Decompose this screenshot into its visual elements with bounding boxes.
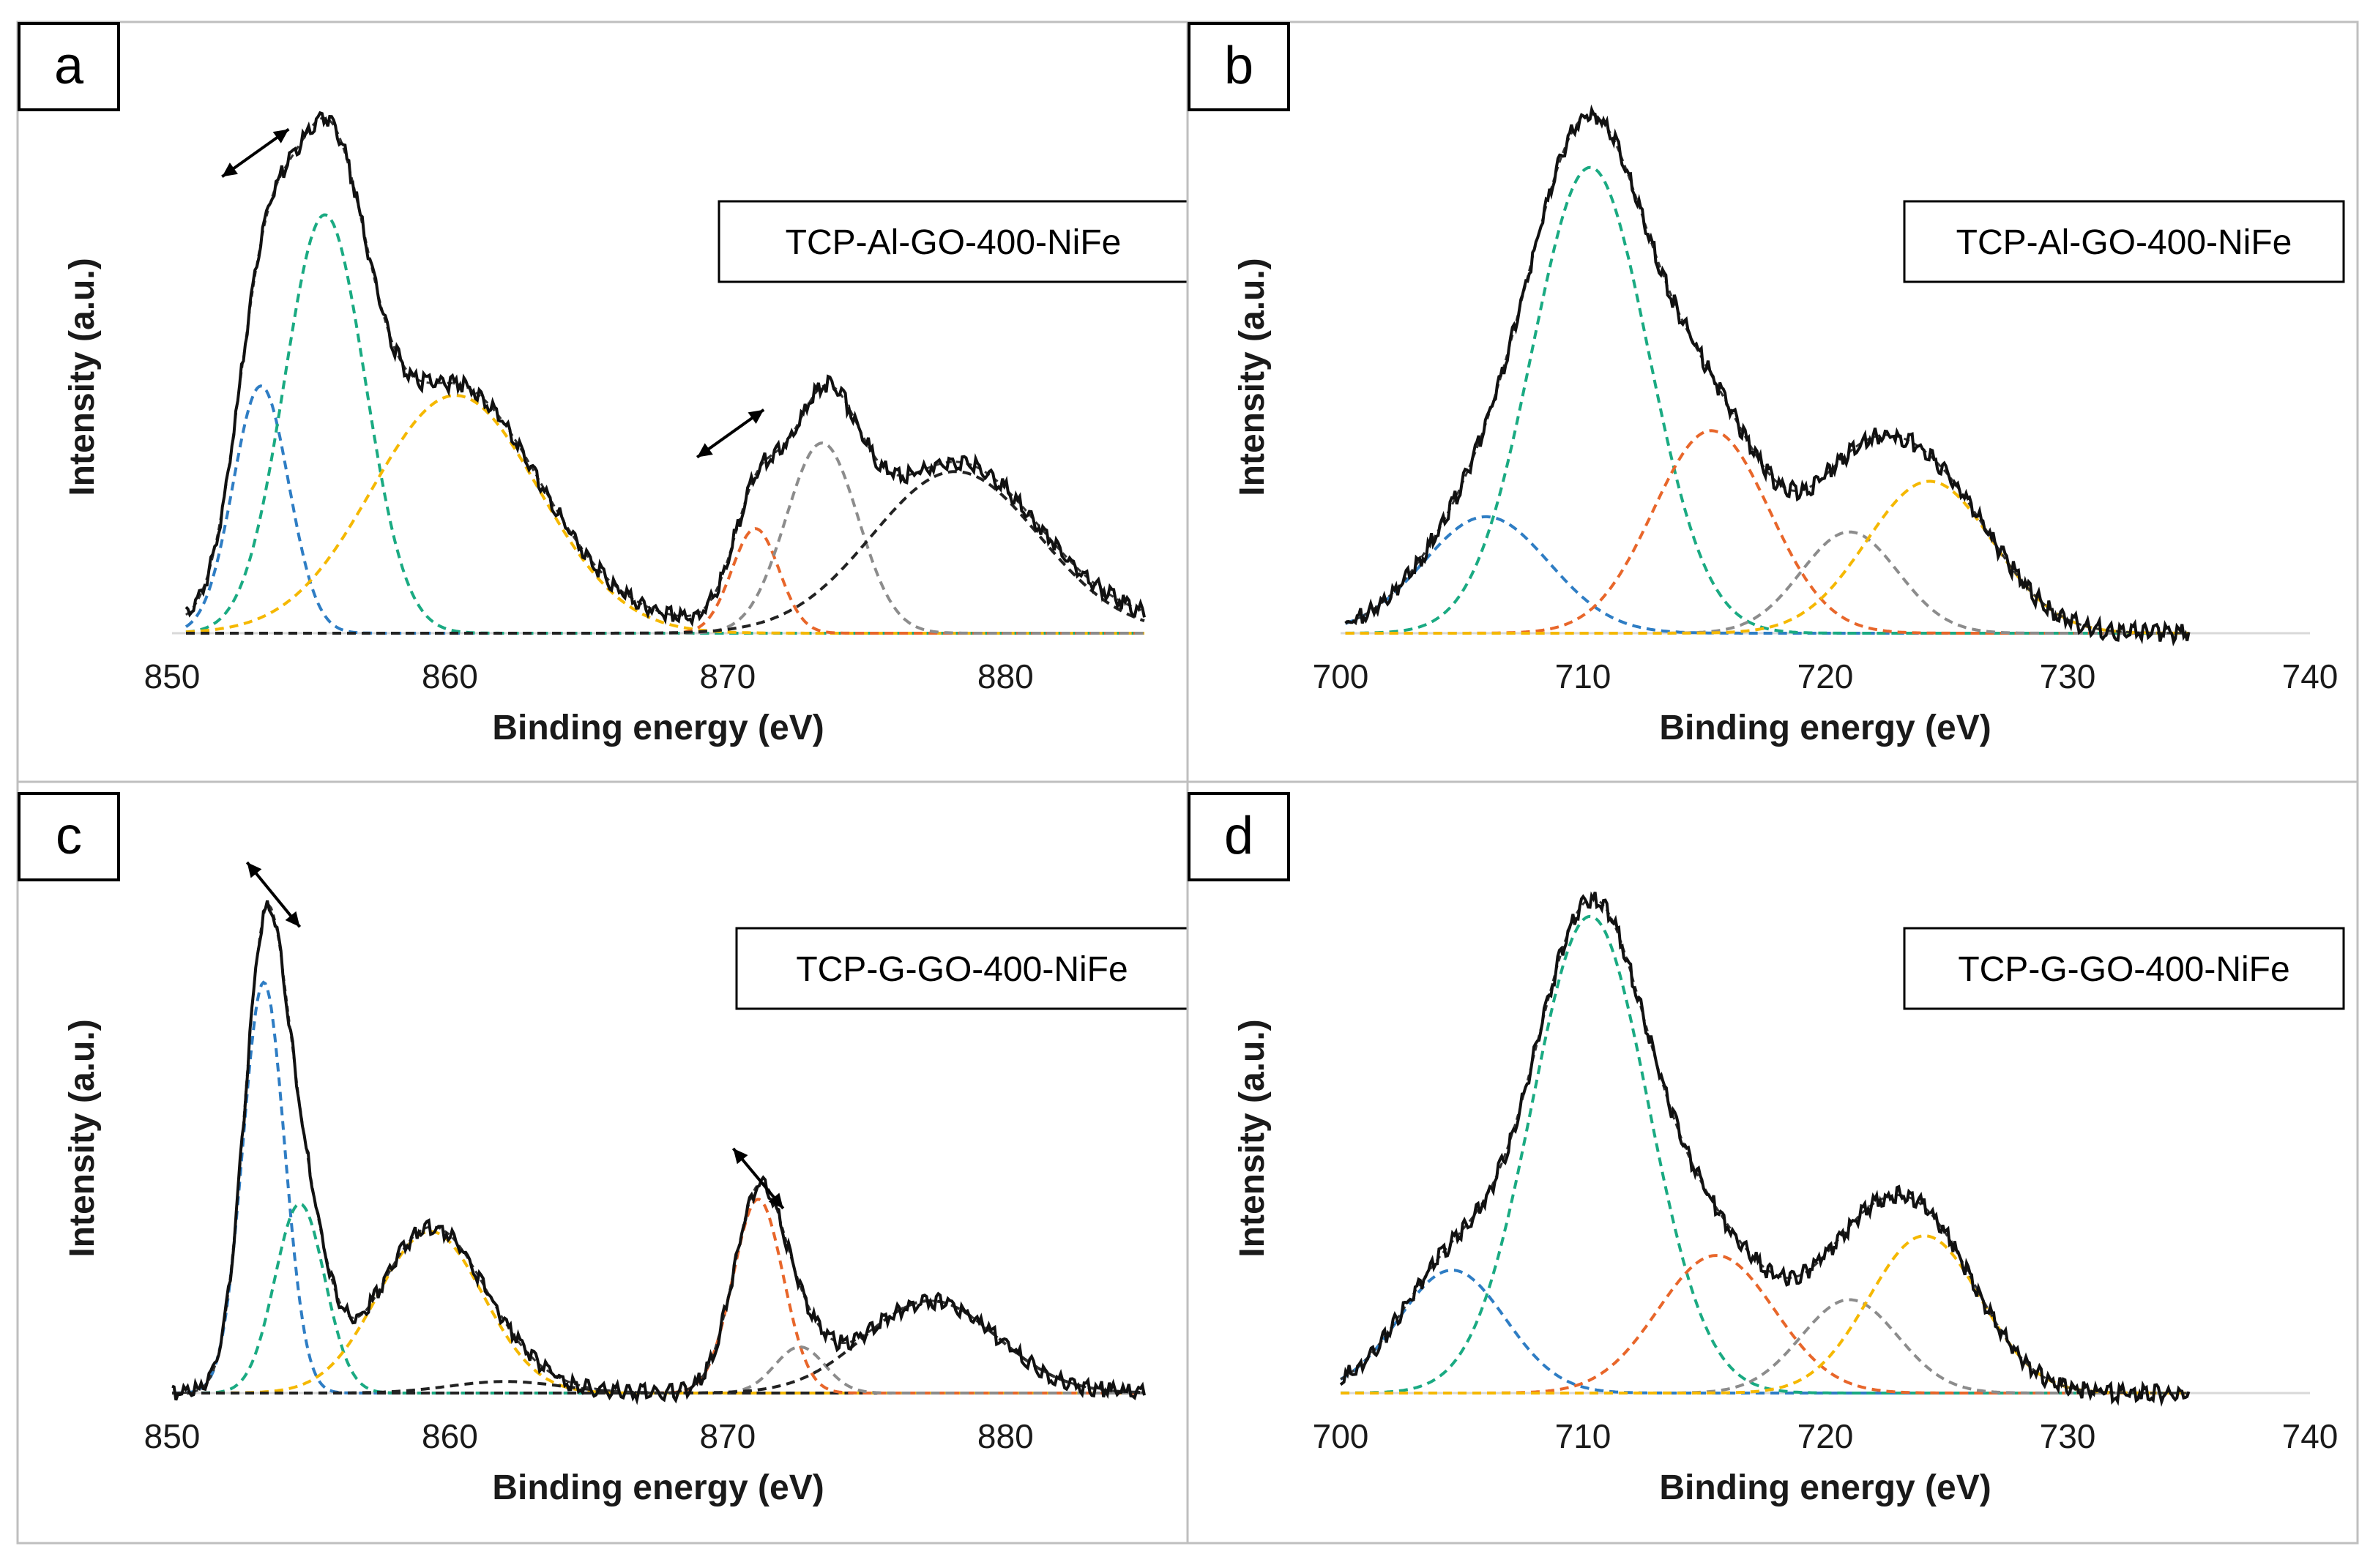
- panel-c-letter: c: [56, 807, 82, 865]
- panel-c-measured-spectrum: [171, 900, 1146, 1405]
- panel-a-x-tick-850: 850: [144, 657, 201, 695]
- panel-d-plot: 700 710 720 730 740: [1313, 891, 2339, 1455]
- panel-d-x-tick-740: 740: [2282, 1417, 2339, 1455]
- panel-b-plot: 700 710 720 730 740: [1313, 104, 2339, 695]
- panel-b-sample-label: TCP-Al-GO-400-NiFe: [1956, 223, 2292, 262]
- panel-c-sample-label-box: TCP-G-GO-400-NiFe: [735, 927, 1189, 1010]
- panel-a-sample-label-box: TCP-Al-GO-400-NiFe: [718, 200, 1189, 283]
- panel-b-letter: b: [1224, 37, 1253, 95]
- panel-b-sample-label-box: TCP-Al-GO-400-NiFe: [1903, 200, 2345, 283]
- panel-d: 700 710 720 730 740 d TCP-G-GO-400-NiFe Bind…: [1186, 780, 2359, 1545]
- panel-d-peak-blue: [1340, 1269, 2189, 1395]
- panel-d-x-tick-700: 700: [1313, 1417, 1369, 1455]
- panel-d-sample-label: TCP-G-GO-400-NiFe: [1958, 950, 2289, 989]
- panel-a-arrow-0-head-start: [222, 163, 238, 177]
- panel-c-sample-label: TCP-G-GO-400-NiFe: [796, 950, 1128, 989]
- panel-c-plot: 850 860 870 880: [144, 861, 1146, 1455]
- panel-a-y-axis-title: Intensity (a.u.): [63, 258, 102, 496]
- panel-b-letter-box: b: [1188, 22, 1290, 111]
- panel-b-x-tick-710: 710: [1555, 657, 1611, 695]
- panel-b-x-tick-720: 720: [1797, 657, 1854, 695]
- panel-c-arrow-0-head-start: [247, 862, 262, 878]
- panel-b-x-tick-700: 700: [1313, 657, 1369, 695]
- panel-c-x-tick-850: 850: [144, 1417, 201, 1455]
- panel-d-frame: [1186, 780, 2359, 1545]
- panel-a-x-tick-870: 870: [699, 657, 756, 695]
- panel-d-letter-box: d: [1188, 792, 1290, 881]
- panel-c-x-tick-860: 860: [422, 1417, 478, 1455]
- panel-a-letter: a: [54, 37, 84, 95]
- panel-a-arrow-1-head-end: [748, 409, 764, 424]
- panel-c-arrow-0-head-end: [285, 911, 300, 927]
- panel-c-letter-box: c: [18, 792, 120, 881]
- panel-d-x-tick-720: 720: [1797, 1417, 1854, 1455]
- panel-d-x-tick-710: 710: [1555, 1417, 1611, 1455]
- panel-a-plot: 850 860 870 880: [144, 111, 1146, 695]
- panel-d-y-axis-title: Intensity (a.u.): [1233, 1019, 1272, 1257]
- panel-b: 700 710 720 730 740 b TCP-Al-GO-400-NiFe Bin…: [1186, 20, 2359, 783]
- panel-c-x-axis-title: Binding energy (eV): [492, 1468, 824, 1507]
- panel-a-letter-box: a: [18, 22, 120, 111]
- panel-b-x-tick-740: 740: [2282, 657, 2339, 695]
- panel-b-x-tick-730: 730: [2040, 657, 2096, 695]
- panel-a-x-tick-880: 880: [977, 657, 1034, 695]
- panel-c: 850 860 870 880 c TCP-G-GO-400-NiFe Binding…: [16, 780, 1189, 1545]
- panel-d-peak-gray: [1341, 1298, 2189, 1395]
- panel-d-measured-spectrum: [1339, 891, 2191, 1407]
- panel-a: 850 860 870 880 a TCP-Al-GO-400-NiFe Bindin…: [16, 20, 1189, 783]
- panel-d-letter: d: [1224, 807, 1253, 865]
- panel-c-y-axis-title: Intensity (a.u.): [63, 1019, 102, 1257]
- panel-a-arrow-1-head-start: [697, 443, 713, 458]
- panel-a-x-axis-title: Binding energy (eV): [492, 709, 824, 747]
- panel-a-arrow-0-head-end: [272, 129, 289, 143]
- panel-b-peak-green: [1345, 165, 2189, 635]
- panel-d-sample-label-box: TCP-G-GO-400-NiFe: [1903, 927, 2345, 1010]
- panel-d-peak-orange: [1341, 1254, 2189, 1395]
- panel-c-x-tick-870: 870: [699, 1417, 756, 1455]
- panel-a-x-tick-860: 860: [422, 657, 478, 695]
- panel-d-x-tick-730: 730: [2040, 1417, 2096, 1455]
- panel-c-x-tick-880: 880: [977, 1417, 1034, 1455]
- panel-a-sample-label: TCP-Al-GO-400-NiFe: [786, 223, 1122, 262]
- panel-d-x-axis-title: Binding energy (eV): [1659, 1468, 1991, 1507]
- panel-a-measured-spectrum: [185, 111, 1146, 627]
- panel-c-arrow-1-head-end: [768, 1192, 783, 1209]
- panel-b-x-axis-title: Binding energy (eV): [1659, 709, 1991, 747]
- panel-b-y-axis-title: Intensity (a.u.): [1233, 258, 1272, 496]
- panel-c-arrow-1-head-start: [733, 1148, 748, 1165]
- panel-b-measured-spectrum: [1344, 104, 2191, 647]
- panel-a-peak-yellow: [185, 394, 1144, 635]
